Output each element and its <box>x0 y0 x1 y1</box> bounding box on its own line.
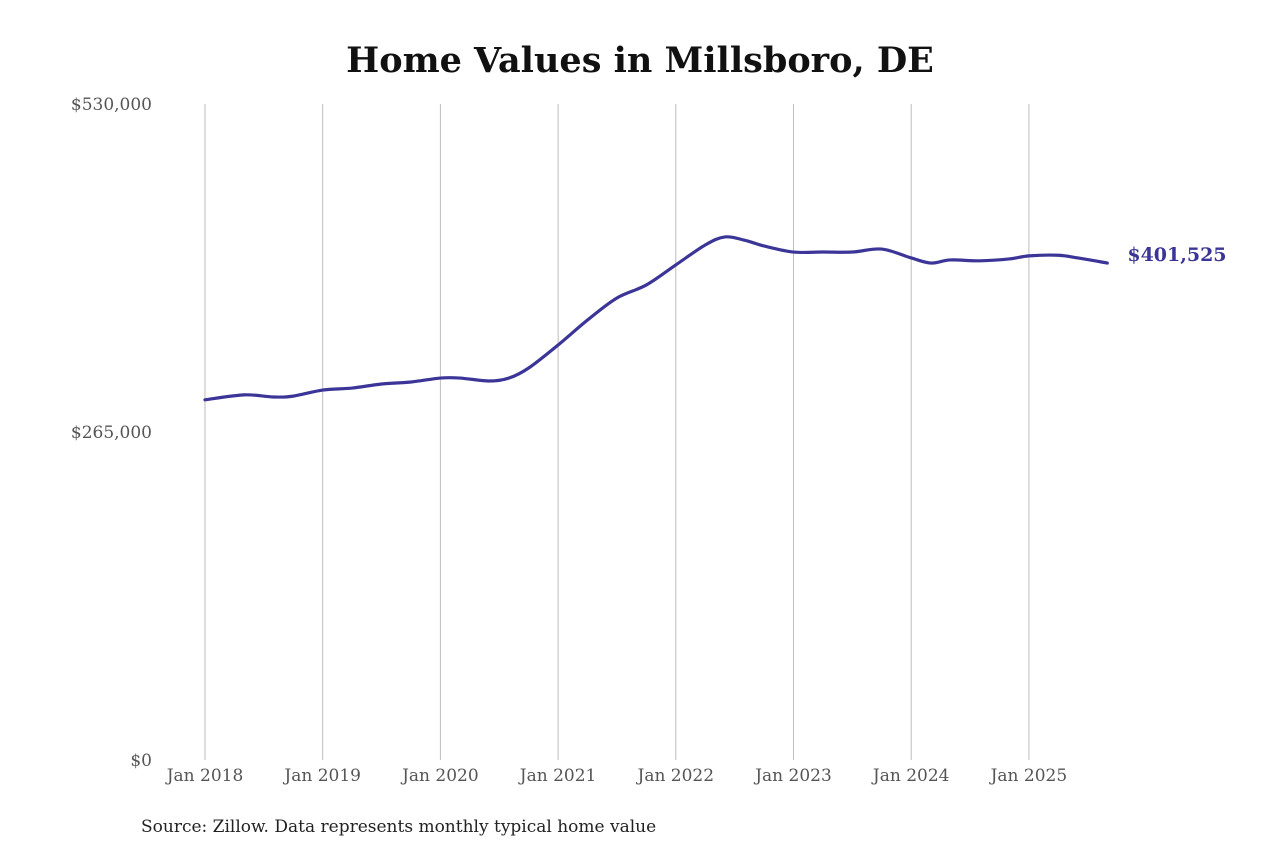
x-tick-label: Jan 2022 <box>636 766 715 786</box>
x-tick-label: Jan 2023 <box>753 766 832 786</box>
series-line <box>203 235 1109 402</box>
source-note: Source: Zillow. Data represents monthly … <box>141 817 657 837</box>
x-tick-label: Jan 2020 <box>400 766 479 786</box>
y-tick-label: $265,000 <box>71 423 152 443</box>
y-tick-label: $530,000 <box>71 95 152 115</box>
x-tick-label: Jan 2021 <box>518 766 597 786</box>
x-tick-label: Jan 2024 <box>871 766 950 786</box>
end-value-label: $401,525 <box>1127 244 1226 266</box>
x-tick-label: Jan 2025 <box>989 766 1068 786</box>
y-tick-label: $0 <box>130 751 152 771</box>
x-tick-label: Jan 2019 <box>282 766 361 786</box>
x-tick-label: Jan 2018 <box>165 766 244 786</box>
chart-title: Home Values in Millsboro, DE <box>346 40 934 81</box>
